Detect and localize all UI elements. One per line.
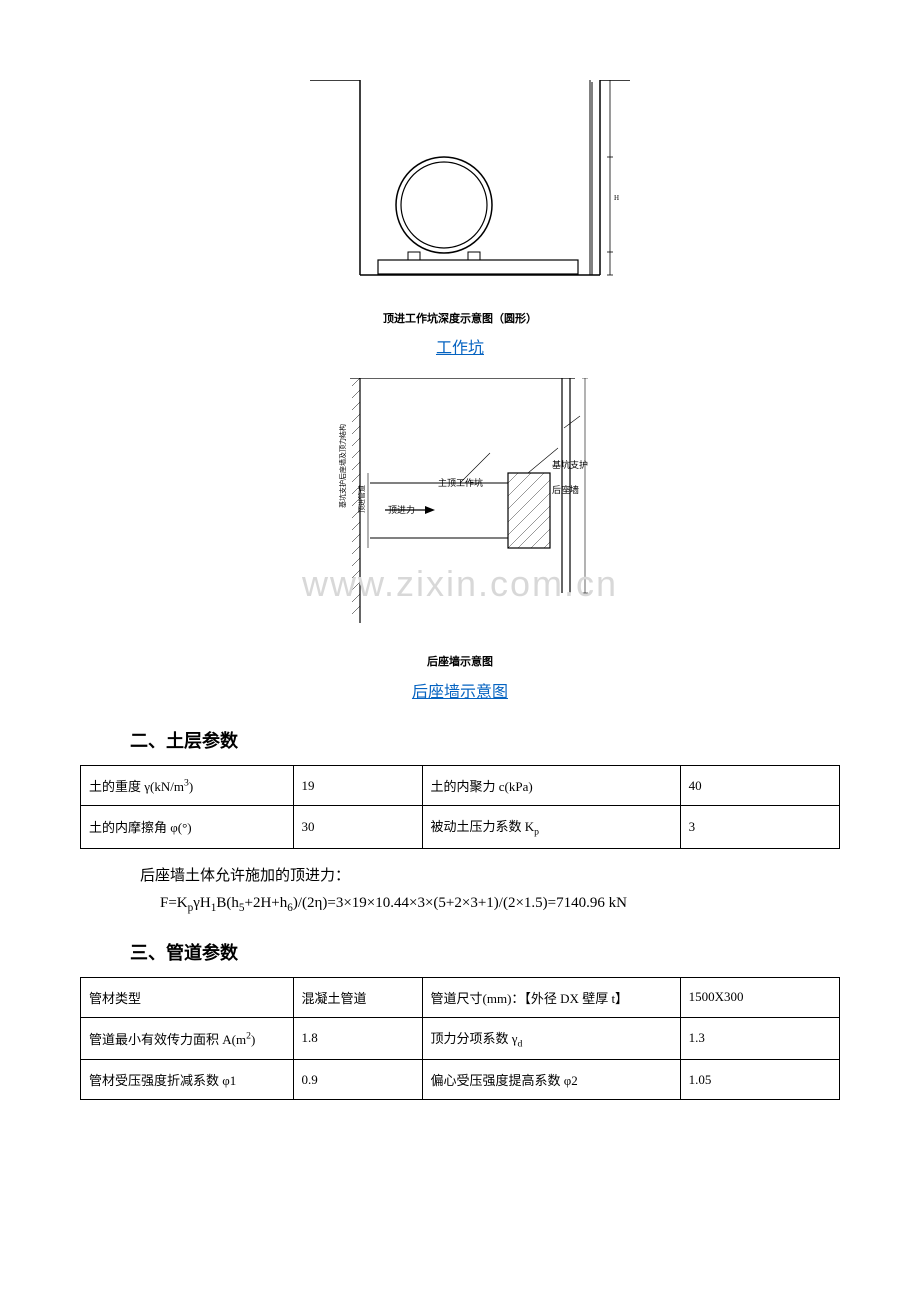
cell-value: 1.05 — [680, 1060, 839, 1100]
cell-value: 1.3 — [680, 1017, 839, 1060]
label-zhuding: 主顶工作坑 — [438, 477, 483, 488]
section-2-formula: F=KpγH1B(h5+2H+h6)/(2η)=3×19×10.44×3×(5+… — [160, 895, 840, 914]
diagram-2-caption: 后座墙示意图 — [310, 653, 610, 669]
diagram-2-svg: 主顶工作坑 顶进力 后座墙 基坑支护 顶进管道 基坑支护后座墙及顶力结构 后座墙… — [310, 378, 610, 669]
diagram-2-link[interactable]: 后座墙示意图 — [412, 678, 508, 702]
table-row: 管材受压强度折减系数 φ1 0.9 偏心受压强度提高系数 φ2 1.05 — [81, 1060, 840, 1100]
svg-text:基坑支护后座墙及顶力结构: 基坑支护后座墙及顶力结构 — [338, 424, 347, 508]
svg-text:顶进管道: 顶进管道 — [357, 485, 366, 513]
svg-text:H: H — [614, 194, 619, 202]
table-row: 土的重度 γ(kN/m3) 19 土的内聚力 c(kPa) 40 — [81, 766, 840, 806]
cell-value: 40 — [680, 766, 839, 806]
cell-value: 3 — [680, 806, 839, 849]
cell-value: 30 — [293, 806, 422, 849]
cell-value: 0.9 — [293, 1060, 422, 1100]
cell-label: 土的重度 γ(kN/m3) — [81, 766, 294, 806]
diagram-1-link[interactable]: 工作坑 — [436, 334, 484, 358]
cell-value: 1.8 — [293, 1017, 422, 1060]
diagram-1-svg: H — [290, 80, 630, 300]
cell-label: 被动土压力系数 Kp — [422, 806, 680, 849]
table-row: 土的内摩擦角 φ(°) 30 被动土压力系数 Kp 3 — [81, 806, 840, 849]
label-dingjin: 顶进力 — [388, 504, 415, 515]
label-jikang: 基坑支护 — [552, 459, 588, 470]
table-row: 管道最小有效传力面积 A(m2) 1.8 顶力分项系数 γd 1.3 — [81, 1017, 840, 1060]
section-2-body: 后座墙土体允许施加的顶进力： — [80, 864, 840, 885]
cell-label: 管材受压强度折减系数 φ1 — [81, 1060, 294, 1100]
cell-label: 管道最小有效传力面积 A(m2) — [81, 1017, 294, 1060]
cell-label: 偏心受压强度提高系数 φ2 — [422, 1060, 680, 1100]
label-houzuo: 后座墙 — [552, 484, 579, 495]
cell-label: 土的内摩擦角 φ(°) — [81, 806, 294, 849]
cell-label: 顶力分项系数 γd — [422, 1017, 680, 1060]
table-row: 管材类型 混凝土管道 管道尺寸(mm)：【外径 DX 壁厚 t】 1500X30… — [81, 977, 840, 1017]
diagram-1-caption: 顶进工作坑深度示意图（圆形） — [80, 310, 840, 326]
cell-label: 管材类型 — [81, 977, 294, 1017]
section-2-heading: 二、土层参数 — [130, 727, 840, 753]
cell-value: 19 — [293, 766, 422, 806]
soil-params-table: 土的重度 γ(kN/m3) 19 土的内聚力 c(kPa) 40 土的内摩擦角 … — [80, 765, 840, 849]
cell-label: 管道尺寸(mm)：【外径 DX 壁厚 t】 — [422, 977, 680, 1017]
pipe-params-table: 管材类型 混凝土管道 管道尺寸(mm)：【外径 DX 壁厚 t】 1500X30… — [80, 977, 840, 1101]
diagram-1-container: H 顶进工作坑深度示意图（圆形） 工作坑 — [80, 80, 840, 358]
diagram-2-container: 主顶工作坑 顶进力 后座墙 基坑支护 顶进管道 基坑支护后座墙及顶力结构 后座墙… — [80, 378, 840, 702]
section-3-heading: 三、管道参数 — [130, 939, 840, 965]
cell-label: 土的内聚力 c(kPa) — [422, 766, 680, 806]
cell-value: 1500X300 — [680, 977, 839, 1017]
cell-value: 混凝土管道 — [293, 977, 422, 1017]
